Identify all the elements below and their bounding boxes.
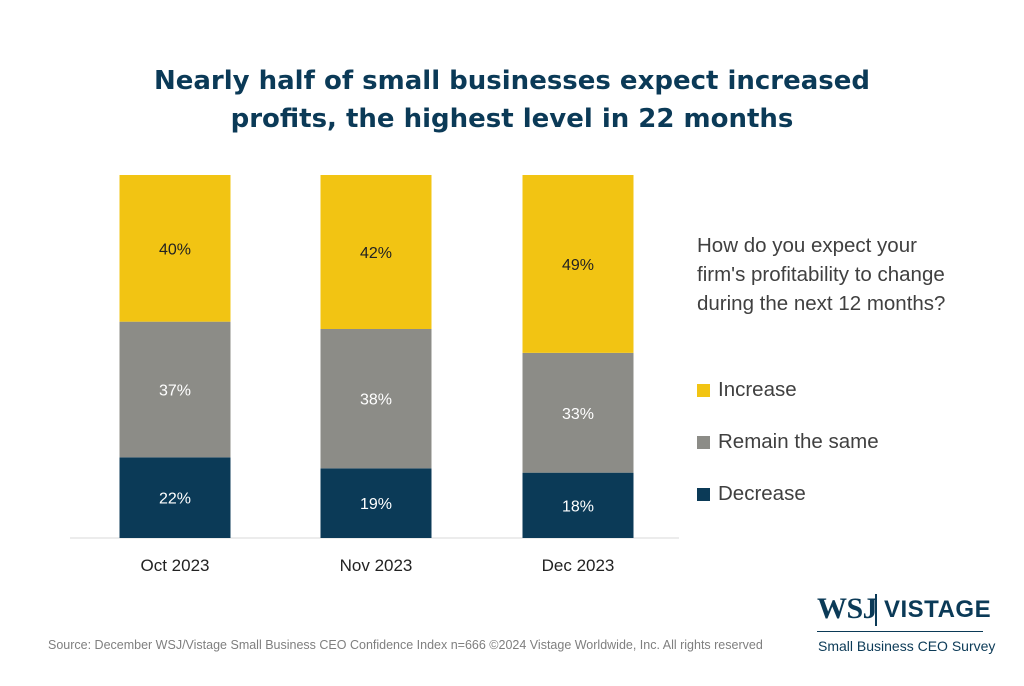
x-tick-label-0: Oct 2023 — [141, 556, 210, 575]
bar-remain-the-same-0 — [119, 321, 231, 458]
data-label-decrease-1: 19% — [360, 496, 392, 513]
logo-divider — [875, 594, 877, 626]
legend-label-decrease: Decrease — [718, 482, 806, 505]
source-note: Source: December WSJ/Vistage Small Busin… — [48, 638, 763, 652]
chart-title: Nearly half of small businesses expect i… — [153, 66, 871, 134]
legend-question: How do you expect your firm's profitabil… — [697, 234, 946, 315]
data-label-decrease-2: 18% — [562, 498, 594, 515]
bar-decrease-2 — [522, 472, 634, 538]
logo-vistage: VISTAGE — [884, 596, 992, 623]
legend-swatch-remain-same — [697, 435, 710, 449]
data-label-increase-2: 49% — [562, 257, 594, 274]
bar-decrease-0 — [119, 457, 231, 538]
legend-item-increase: Increase — [697, 378, 797, 402]
bar-increase-1 — [320, 175, 432, 329]
logo-subtitle: Small Business CEO Survey — [818, 638, 996, 654]
data-label-increase-0: 40% — [159, 241, 191, 258]
logo-wsj: WSJ — [817, 592, 878, 625]
legend-item-decrease: Decrease — [697, 482, 806, 506]
data-label-decrease-0: 22% — [159, 491, 191, 508]
data-label-increase-1: 42% — [360, 245, 392, 262]
x-tick-label-1: Nov 2023 — [340, 556, 413, 575]
bar-decrease-1 — [320, 468, 432, 538]
data-label-remain-the-same-2: 33% — [562, 406, 594, 423]
wsj-vistage-logo: WSJ VISTAGE Small Business CEO Survey — [808, 590, 995, 660]
data-label-remain-the-same-0: 37% — [159, 383, 191, 400]
data-label-remain-the-same-1: 38% — [360, 392, 392, 409]
legend-swatch-decrease — [697, 487, 710, 501]
logo-rule — [817, 631, 983, 632]
bar-increase-2 — [522, 175, 634, 353]
legend-label-increase: Increase — [718, 378, 797, 401]
bar-increase-0 — [119, 175, 231, 322]
legend-item-remain-same: Remain the same — [697, 430, 879, 454]
legend-swatch-increase — [697, 383, 710, 397]
bar-remain-the-same-2 — [522, 352, 634, 473]
legend-label-remain-same: Remain the same — [718, 430, 879, 453]
bar-remain-the-same-1 — [320, 329, 432, 469]
x-tick-label-2: Dec 2023 — [542, 556, 615, 575]
